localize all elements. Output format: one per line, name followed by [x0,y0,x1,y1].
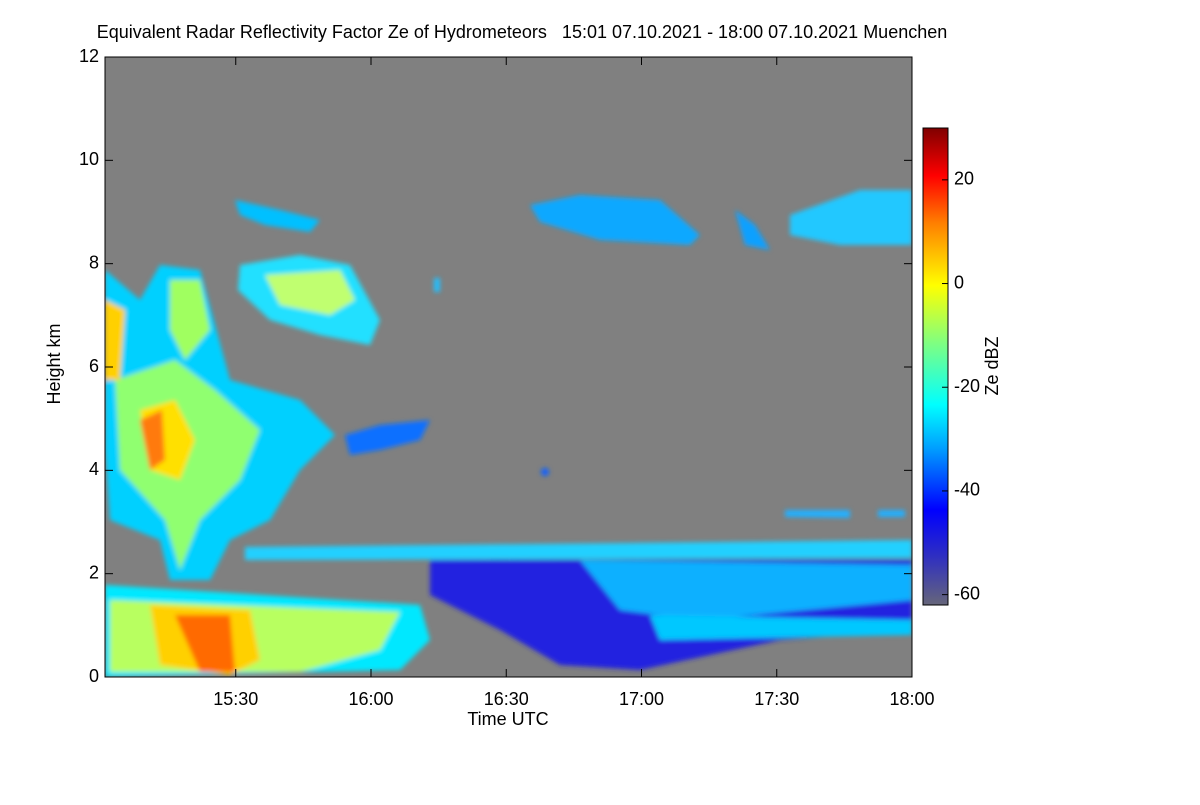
y-tick-label: 2 [89,562,99,582]
y-tick-label: 0 [89,666,99,686]
x-tick-label: 16:30 [484,689,529,709]
x-tick-label: 17:00 [619,689,664,709]
colorbar-label: Ze dBZ [982,336,1002,395]
colorbar-tick-label: 20 [954,169,974,189]
y-tick-label: 12 [79,46,99,66]
colorbar-tick-label: 0 [954,272,964,292]
y-tick-label: 10 [79,149,99,169]
y-tick-label: 6 [89,356,99,376]
echoes [105,190,912,677]
colorbar-tick-label: -40 [954,480,980,500]
x-tick-label: 16:00 [348,689,393,709]
y-axis-label: Height km [44,323,64,404]
y-tick-label: 4 [89,459,99,479]
colorbar [922,127,949,606]
x-tick-label: 18:00 [889,689,934,709]
colorbar-tick-label: -60 [954,583,980,603]
x-tick-label: 15:30 [213,689,258,709]
x-tick-label: 17:30 [754,689,799,709]
chart-title: Equivalent Radar Reflectivity Factor Ze … [97,22,948,42]
y-tick-label: 8 [89,252,99,272]
x-axis-label: Time UTC [467,709,548,729]
colorbar-tick-label: -20 [954,376,980,396]
